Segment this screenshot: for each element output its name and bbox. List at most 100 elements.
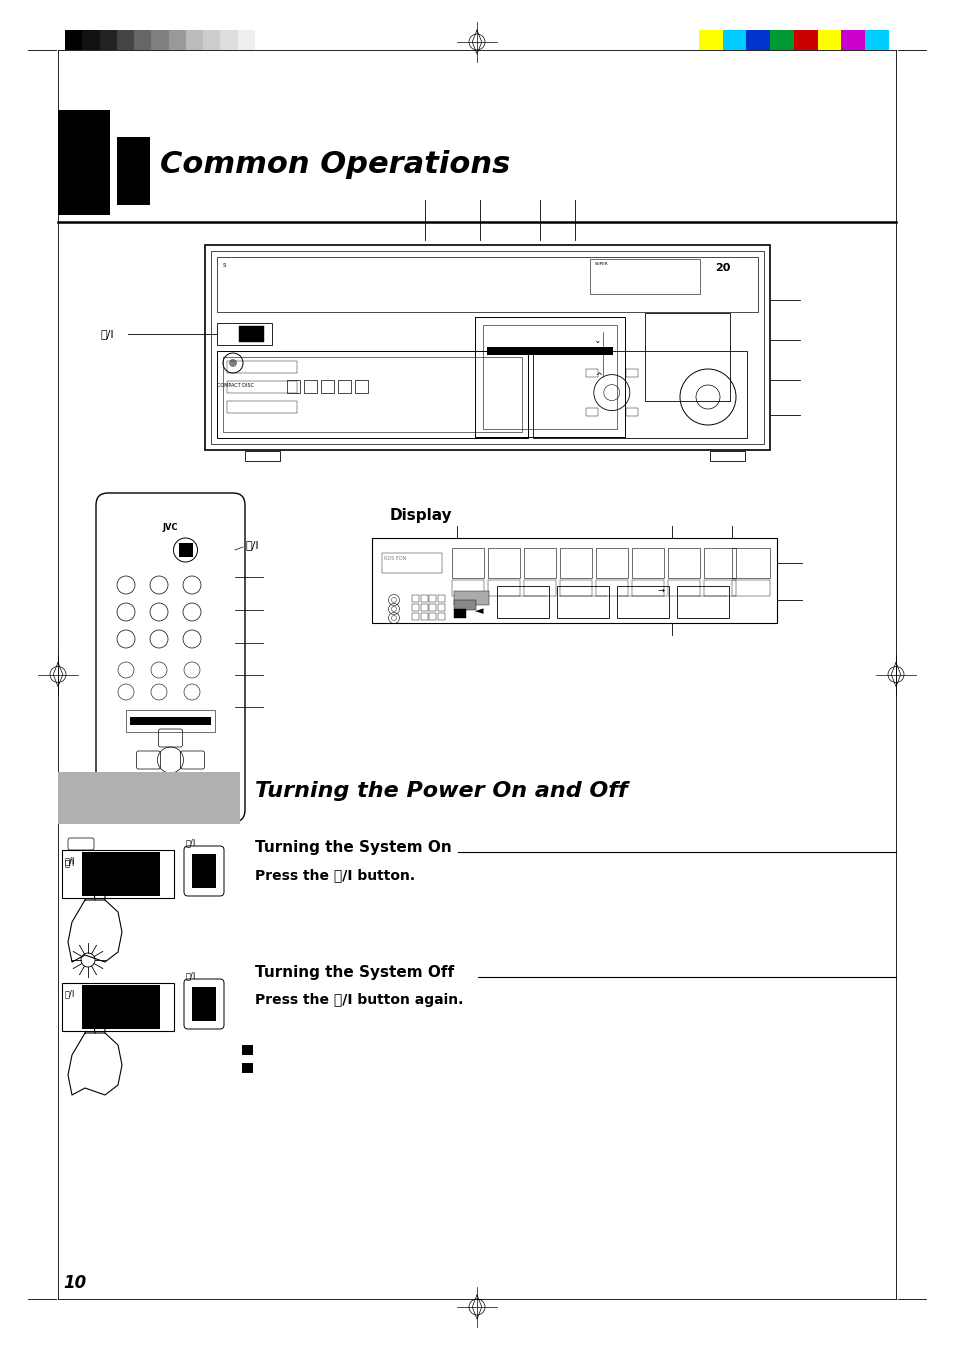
Bar — [631, 548, 663, 577]
Bar — [709, 451, 744, 461]
Bar — [699, 30, 722, 50]
Bar — [731, 580, 769, 596]
Text: ⏻/I: ⏻/I — [221, 331, 230, 337]
Bar — [454, 608, 465, 618]
Text: ⏻/I: ⏻/I — [65, 989, 75, 998]
Bar — [817, 30, 841, 50]
Circle shape — [391, 615, 396, 621]
Text: ⏻/I: ⏻/I — [101, 329, 114, 339]
Bar — [134, 30, 152, 50]
Bar — [216, 258, 758, 312]
Text: Common Operations: Common Operations — [160, 150, 510, 179]
Bar — [793, 30, 817, 50]
Bar — [178, 544, 193, 557]
Bar — [745, 30, 769, 50]
Bar — [585, 409, 598, 417]
Bar — [227, 382, 296, 394]
Bar — [475, 317, 624, 437]
Circle shape — [391, 598, 396, 603]
Bar — [452, 548, 483, 577]
Bar — [429, 612, 436, 621]
Bar — [497, 585, 548, 618]
Bar — [486, 347, 613, 355]
Bar — [337, 380, 351, 393]
Bar — [205, 246, 769, 451]
Bar — [412, 604, 418, 611]
Text: COMPACT DISC: COMPACT DISC — [216, 383, 253, 389]
Text: ◄: ◄ — [475, 606, 483, 616]
Text: Press the ⏻/I button.: Press the ⏻/I button. — [254, 867, 415, 882]
Bar — [237, 30, 254, 50]
Bar — [596, 548, 627, 577]
FancyBboxPatch shape — [96, 492, 245, 822]
Bar — [667, 548, 700, 577]
Bar — [523, 548, 556, 577]
Bar — [437, 612, 444, 621]
Text: Press the ⏻/I button again.: Press the ⏻/I button again. — [254, 993, 463, 1006]
Bar — [216, 351, 527, 438]
Bar — [355, 380, 368, 393]
Text: JVC: JVC — [163, 523, 178, 532]
Bar — [192, 987, 215, 1021]
Bar — [841, 30, 864, 50]
Text: ˇ: ˇ — [595, 343, 600, 352]
Bar — [559, 580, 592, 596]
Text: Display: Display — [390, 509, 452, 523]
Bar — [523, 580, 556, 596]
Bar — [62, 983, 173, 1031]
FancyBboxPatch shape — [158, 728, 182, 747]
Bar — [644, 313, 729, 401]
Bar — [130, 718, 211, 724]
FancyBboxPatch shape — [166, 778, 198, 795]
Bar — [203, 30, 220, 50]
Bar — [245, 451, 280, 461]
Bar — [437, 595, 444, 602]
FancyBboxPatch shape — [158, 773, 182, 791]
Bar — [625, 409, 637, 417]
Text: Turning the System On: Turning the System On — [254, 840, 452, 855]
Bar — [585, 368, 598, 376]
Text: RDS EON: RDS EON — [384, 556, 406, 561]
Bar — [454, 591, 489, 604]
Bar — [722, 30, 745, 50]
Bar — [429, 604, 436, 611]
Text: ^: ^ — [595, 372, 601, 380]
Bar — [169, 30, 186, 50]
Bar — [596, 580, 627, 596]
Bar — [126, 710, 214, 733]
Text: 10: 10 — [63, 1273, 86, 1292]
Bar — [557, 585, 608, 618]
Bar — [482, 325, 617, 429]
Bar — [223, 357, 521, 432]
Bar — [242, 1063, 253, 1072]
Bar — [58, 111, 110, 214]
Bar — [488, 548, 519, 577]
Bar — [731, 548, 769, 577]
Bar — [452, 580, 483, 596]
Bar — [667, 580, 700, 596]
Circle shape — [391, 607, 396, 611]
Bar — [625, 368, 637, 376]
Bar — [769, 30, 793, 50]
Bar — [703, 580, 735, 596]
Bar — [420, 595, 427, 602]
Bar — [420, 612, 427, 621]
Bar — [454, 600, 476, 610]
Bar — [82, 30, 99, 50]
Text: ⏻/I: ⏻/I — [65, 857, 75, 865]
FancyBboxPatch shape — [180, 751, 204, 769]
Bar — [589, 259, 700, 294]
Bar — [677, 585, 728, 618]
Bar — [239, 326, 264, 343]
FancyBboxPatch shape — [136, 751, 160, 769]
Bar — [412, 612, 418, 621]
Text: ⏻/I: ⏻/I — [245, 540, 258, 550]
Bar — [412, 595, 418, 602]
Text: SUPER: SUPER — [595, 262, 608, 266]
Bar — [559, 548, 592, 577]
Bar — [631, 580, 663, 596]
Bar — [304, 380, 316, 393]
Circle shape — [229, 359, 236, 367]
Bar — [864, 30, 888, 50]
Bar — [62, 850, 173, 898]
